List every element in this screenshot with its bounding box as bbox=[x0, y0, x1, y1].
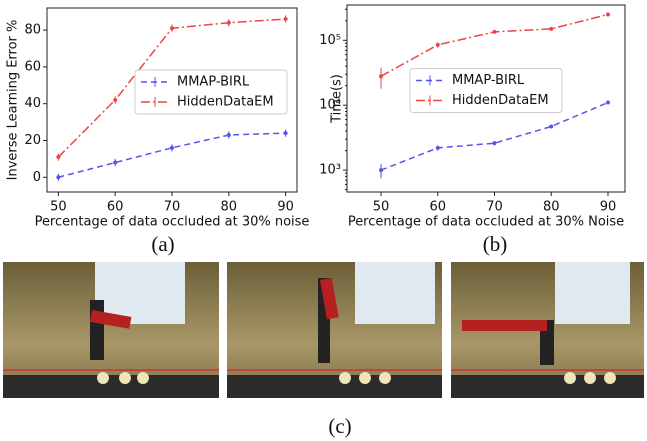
series-line bbox=[58, 132, 286, 179]
y-tick-label: 10⁵ bbox=[319, 33, 341, 48]
photo-3 bbox=[451, 262, 644, 398]
legend-label: HiddenDataEM bbox=[177, 95, 274, 110]
x-tick-label: 70 bbox=[486, 200, 503, 215]
point bbox=[56, 155, 61, 160]
legend-label: MMAP-BIRL bbox=[177, 75, 250, 90]
point bbox=[605, 12, 610, 17]
x-tick-label: 80 bbox=[543, 200, 560, 215]
y-tick-label: 60 bbox=[24, 59, 41, 74]
point bbox=[549, 124, 554, 129]
legend-box bbox=[134, 69, 288, 115]
point bbox=[56, 175, 61, 180]
x-tick-label: 90 bbox=[600, 200, 617, 215]
point bbox=[435, 145, 440, 150]
y-tick-label: 20 bbox=[24, 133, 41, 148]
point bbox=[379, 74, 384, 79]
point bbox=[113, 160, 118, 165]
point bbox=[435, 42, 440, 47]
point bbox=[283, 17, 288, 22]
x-tick-label: 80 bbox=[221, 200, 238, 215]
chart: 50 60 70 80 90 10³ 10⁴ 10⁵ Percentage of data oc… bbox=[319, 4, 626, 256]
plot-frame bbox=[346, 4, 626, 193]
caption: (c) bbox=[328, 414, 351, 438]
legend-label: HiddenDataEM bbox=[452, 93, 549, 108]
point bbox=[492, 29, 497, 34]
y-tick-label: 10⁴ bbox=[319, 98, 341, 113]
x-axis-label: Percentage of data occluded at 30% Noise bbox=[348, 215, 624, 230]
point bbox=[379, 168, 384, 173]
photo-1 bbox=[3, 262, 219, 398]
photo-2 bbox=[227, 262, 442, 398]
point bbox=[226, 132, 231, 137]
x-tick-label: 60 bbox=[107, 200, 124, 215]
series-line bbox=[380, 101, 609, 171]
x-tick-label: 50 bbox=[50, 200, 67, 215]
y-tick-label: 0 bbox=[33, 170, 41, 185]
legend-label: MMAP-BIRL bbox=[452, 73, 525, 88]
point bbox=[170, 26, 174, 31]
y-tick-label: 40 bbox=[24, 96, 41, 111]
y-axis-label: Inverse Learning Error % bbox=[6, 20, 21, 181]
x-tick-label: 70 bbox=[164, 200, 181, 215]
point bbox=[113, 98, 118, 102]
series-line bbox=[380, 13, 609, 77]
y-tick-label: 10³ bbox=[319, 163, 341, 178]
caption: (b) bbox=[483, 232, 508, 256]
point bbox=[283, 131, 288, 136]
legend-box bbox=[409, 68, 563, 113]
point bbox=[605, 100, 610, 105]
x-tick-label: 50 bbox=[373, 200, 390, 215]
point bbox=[492, 141, 497, 146]
x-tick-label: 60 bbox=[430, 200, 447, 215]
y-tick-label: 80 bbox=[24, 23, 41, 38]
point bbox=[170, 145, 174, 150]
y-axis-label: Time(s) bbox=[330, 74, 345, 124]
point bbox=[549, 26, 554, 31]
x-tick-label: 90 bbox=[277, 200, 294, 215]
x-axis-label: Percentage of data occluded at 30% noise bbox=[35, 215, 310, 230]
point bbox=[226, 20, 231, 25]
caption: (a) bbox=[151, 232, 174, 256]
